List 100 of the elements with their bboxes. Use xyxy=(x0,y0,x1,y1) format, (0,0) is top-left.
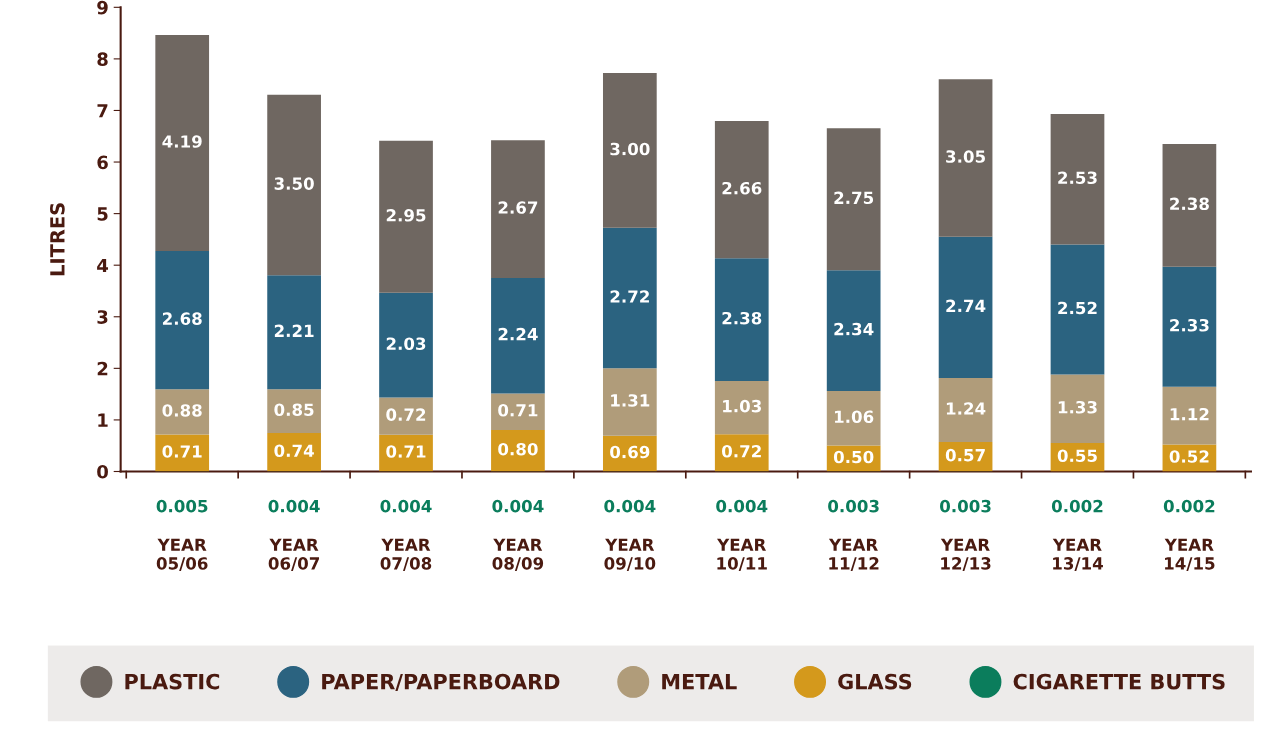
data-label: 0.003 xyxy=(828,499,879,513)
data-label: 3.05 xyxy=(946,150,985,163)
bar xyxy=(826,270,881,391)
bar xyxy=(155,434,210,472)
data-label: 0.88 xyxy=(162,404,202,417)
bar xyxy=(379,140,433,293)
x-tick-label: YEAR 07/08 xyxy=(380,538,432,572)
data-label: 0.002 xyxy=(1051,499,1103,513)
bar xyxy=(155,34,210,252)
bar xyxy=(1050,374,1105,444)
data-label: 0.005 xyxy=(156,499,208,513)
data-label: 2.67 xyxy=(498,201,538,214)
legend-label: PLASTIC xyxy=(125,673,220,690)
data-label: 2.53 xyxy=(1058,171,1097,185)
data-label: 0.72 xyxy=(721,444,761,458)
data-label: 0.80 xyxy=(498,442,538,456)
y-tick-label: 3 xyxy=(97,310,108,324)
data-label: 0.52 xyxy=(1169,450,1209,463)
bar xyxy=(379,292,433,398)
data-label: 0.004 xyxy=(380,499,432,513)
data-label: 2.33 xyxy=(1170,318,1209,332)
bar xyxy=(938,236,993,378)
data-label: 0.71 xyxy=(386,445,426,458)
y-tick-label: 5 xyxy=(97,207,108,221)
data-label: 2.72 xyxy=(610,290,649,303)
data-label: 2.52 xyxy=(1058,301,1097,315)
bar xyxy=(938,79,993,237)
legend-label: METAL xyxy=(662,673,737,690)
x-tick-label: YEAR 11/12 xyxy=(828,538,879,572)
x-tick-label: YEAR 05/06 xyxy=(156,538,208,572)
bar xyxy=(267,389,321,434)
x-tick-label: YEAR 12/13 xyxy=(940,538,991,572)
y-tick-label: 2 xyxy=(97,361,108,376)
bar xyxy=(714,258,769,382)
data-label: 0.003 xyxy=(940,499,991,513)
data-label: 3.00 xyxy=(610,142,650,156)
data-label: 1.24 xyxy=(946,402,986,415)
y-tick-label: 6 xyxy=(97,155,108,170)
x-tick-label: YEAR 13/14 xyxy=(1052,538,1103,572)
data-label: 2.74 xyxy=(946,299,986,312)
data-label: 3.50 xyxy=(274,177,314,190)
data-label: 2.95 xyxy=(386,208,426,222)
y-tick-label: 8 xyxy=(97,52,108,66)
data-label: 2.38 xyxy=(722,311,762,325)
data-label: 2.24 xyxy=(498,327,538,341)
data-label: 2.21 xyxy=(274,324,314,337)
data-label: 1.33 xyxy=(1058,400,1097,414)
data-label: 2.03 xyxy=(386,337,426,351)
data-label: 0.69 xyxy=(610,445,650,459)
bar xyxy=(1162,386,1217,445)
bar xyxy=(491,393,545,431)
y-tick-label: 1 xyxy=(98,413,108,427)
legend-label: GLASS xyxy=(838,673,912,690)
data-label: 0.72 xyxy=(386,408,426,421)
x-tick-label: YEAR 14/15 xyxy=(1164,538,1215,572)
bar xyxy=(267,94,321,276)
bar xyxy=(602,435,657,472)
data-label: 0.71 xyxy=(498,403,538,417)
bar xyxy=(1050,113,1105,245)
bar xyxy=(714,381,769,435)
y-tick-label: 4 xyxy=(97,258,109,273)
data-label: 0.57 xyxy=(945,448,985,462)
bar xyxy=(491,430,545,472)
bar xyxy=(602,368,657,436)
bar xyxy=(602,227,657,369)
bar xyxy=(491,140,545,278)
data-label: 2.38 xyxy=(1170,197,1209,211)
x-tick-label: YEAR 08/09 xyxy=(492,538,544,572)
data-label: 0.004 xyxy=(492,499,544,513)
bar xyxy=(826,128,881,271)
legend-label: CIGARETTE BUTTS xyxy=(1013,673,1225,690)
x-tick-label: YEAR 10/11 xyxy=(717,538,767,572)
data-label: 2.34 xyxy=(834,322,874,336)
data-label: 0.004 xyxy=(268,499,320,513)
bar xyxy=(267,433,321,472)
bar xyxy=(491,277,545,394)
bar xyxy=(1050,244,1105,375)
x-tick-label: YEAR 06/07 xyxy=(268,538,320,572)
data-label: 2.66 xyxy=(722,181,762,195)
bar xyxy=(379,397,433,435)
data-label: 0.55 xyxy=(1057,449,1097,463)
legend-label: PAPER/PAPERBOARD xyxy=(322,673,560,692)
x-tick-label: YEAR 09/10 xyxy=(604,538,656,572)
data-label: 1.12 xyxy=(1170,407,1209,421)
data-label: 0.50 xyxy=(833,450,874,464)
bar xyxy=(267,275,321,390)
bar xyxy=(1162,266,1217,387)
data-label: 2.68 xyxy=(162,312,202,325)
y-tick-label: 0 xyxy=(97,464,108,479)
data-label: 1.06 xyxy=(834,410,874,424)
bar xyxy=(714,434,769,472)
data-label: 0.004 xyxy=(604,499,656,513)
bar xyxy=(155,251,210,390)
data-label: 1.03 xyxy=(723,399,761,413)
data-label: 0.71 xyxy=(162,445,202,458)
bar xyxy=(714,121,769,259)
y-tick-label: 9 xyxy=(97,0,108,15)
bar xyxy=(379,434,433,472)
bar xyxy=(602,73,657,228)
data-label: 0.85 xyxy=(274,403,314,417)
